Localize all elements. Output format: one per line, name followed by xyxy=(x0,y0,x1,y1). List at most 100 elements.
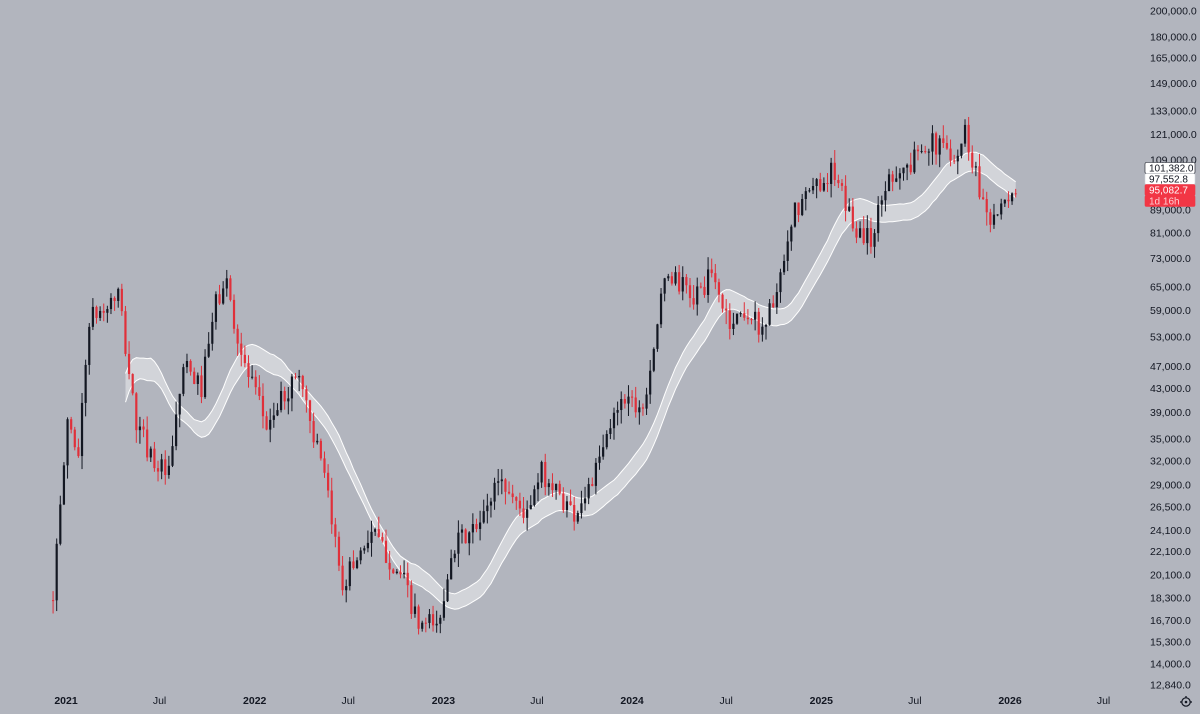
y-tick-label: 22,100.0 xyxy=(1150,546,1191,558)
candle-up xyxy=(222,281,225,305)
candle-up xyxy=(782,254,786,275)
candle-down xyxy=(261,383,265,429)
candle-body xyxy=(229,278,232,300)
candle-up xyxy=(594,458,598,495)
candle-body xyxy=(164,459,167,476)
candle-body xyxy=(782,260,786,273)
candle-up xyxy=(171,435,174,468)
candle-body xyxy=(486,505,489,512)
candle-up xyxy=(428,608,431,629)
candle-down xyxy=(406,562,409,598)
candle-body xyxy=(949,148,952,161)
candle-body xyxy=(808,190,811,192)
settings-icon[interactable] xyxy=(1180,696,1192,707)
candle-body xyxy=(146,429,149,458)
candle-body xyxy=(544,461,547,488)
candle-down xyxy=(833,150,836,187)
candle-up xyxy=(706,257,710,303)
candle-down xyxy=(1007,191,1010,208)
candle-body xyxy=(743,313,746,318)
candle-body xyxy=(869,228,873,247)
candle-body xyxy=(873,233,876,247)
candle-down xyxy=(670,271,673,286)
price-axis[interactable]: 200,000.0 180,000.0 165,000.0 149,000.0 133,… xyxy=(1150,6,1197,692)
candle-body xyxy=(171,446,174,466)
candle-body xyxy=(775,292,778,308)
candle-body xyxy=(598,456,601,463)
candle-body xyxy=(659,293,663,325)
candle-body xyxy=(862,228,865,244)
x-tick-label: 2021 xyxy=(54,695,78,707)
candle-body xyxy=(421,622,424,629)
candle-body xyxy=(185,360,189,368)
candle-up xyxy=(938,135,941,168)
candle-up xyxy=(612,407,616,440)
candle-body xyxy=(77,447,80,457)
y-tick-label: 24,100.0 xyxy=(1150,525,1191,537)
y-tick-label: 73,000.0 xyxy=(1150,253,1191,265)
candle-body xyxy=(142,426,145,430)
candle-up xyxy=(583,486,587,511)
candle-down xyxy=(142,419,145,438)
candle-body xyxy=(66,419,69,466)
x-tick-label: 2023 xyxy=(432,695,456,707)
candle-body xyxy=(992,214,996,225)
candle-body xyxy=(468,532,471,544)
y-tick-label: 15,300.0 xyxy=(1150,636,1191,648)
candle-body xyxy=(59,504,62,544)
candle-body xyxy=(906,164,909,168)
candle-up xyxy=(652,347,655,373)
candle-body xyxy=(634,397,637,413)
candle-body xyxy=(909,164,912,173)
candle-body xyxy=(167,465,170,476)
candle-down xyxy=(377,516,380,538)
time-axis[interactable]: 2021 Jul 2022 Jul 2023 Jul 2024 Jul 2025 Jul 2026 J… xyxy=(54,695,1110,707)
candle-up xyxy=(468,531,471,556)
candle-up xyxy=(663,277,666,302)
candle-down xyxy=(971,145,974,174)
candle-down xyxy=(685,274,688,294)
candle-body xyxy=(855,228,858,238)
candle-up xyxy=(576,510,579,524)
candle-body xyxy=(193,371,196,384)
price-tag-label: 1d 16h xyxy=(1149,197,1180,208)
candle-down xyxy=(399,565,402,579)
candle-body xyxy=(956,155,959,162)
candle-up xyxy=(732,312,735,336)
y-tick-label: 65,000.0 xyxy=(1150,281,1191,293)
candle-down xyxy=(826,173,829,193)
candle-up xyxy=(345,579,348,603)
candle-body xyxy=(243,354,246,364)
candle-body xyxy=(985,199,988,213)
candle-body xyxy=(967,124,970,153)
candle-down xyxy=(678,264,681,295)
candle-down xyxy=(934,131,938,165)
candle-up xyxy=(627,385,630,417)
candle-up xyxy=(203,349,207,399)
candle-body xyxy=(953,160,956,162)
candle-body xyxy=(374,529,377,532)
candle-body xyxy=(591,484,594,486)
candle-body xyxy=(526,509,529,518)
candle-body xyxy=(355,560,359,569)
candle-body xyxy=(815,179,818,187)
candle-up xyxy=(858,221,862,239)
candle-body xyxy=(649,370,652,395)
candle-down xyxy=(51,591,55,614)
candle-body xyxy=(565,501,569,511)
candle-down xyxy=(750,317,753,325)
y-tick-label: 20,100.0 xyxy=(1150,569,1191,581)
candle-up xyxy=(956,149,959,175)
price-tag-label: 101,382.0 xyxy=(1149,164,1194,175)
candle-up xyxy=(269,408,272,443)
candle-body xyxy=(120,288,123,312)
candle-down xyxy=(692,285,695,310)
candle-down xyxy=(236,324,239,356)
candle-body xyxy=(989,212,992,225)
candle-body xyxy=(761,326,764,335)
candle-down xyxy=(844,175,847,222)
candle-body xyxy=(88,326,91,365)
candle-down xyxy=(247,355,250,388)
